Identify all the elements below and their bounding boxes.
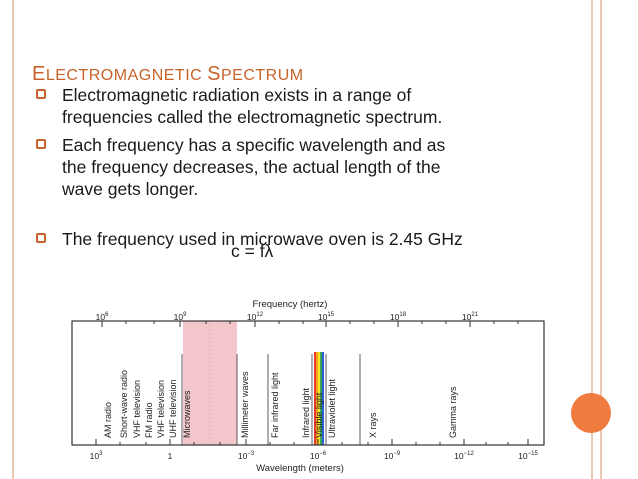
visible-band-orange xyxy=(316,352,318,445)
band-separators xyxy=(181,354,361,445)
wave-tick-3: 10−3 xyxy=(238,451,255,461)
frequency-axis-label: Frequency (hertz) xyxy=(253,299,328,310)
freq-tick-1: 106 xyxy=(96,312,109,322)
wavelength-ticks: 103 1 10−3 10−6 10−9 10−12 10−15 xyxy=(90,451,539,461)
freq-tick-3: 1012 xyxy=(247,312,264,322)
title-first-rest: LECTROMAGNETIC xyxy=(45,67,208,84)
wave-tick-1: 103 xyxy=(90,451,103,461)
slide-title: ELECTROMAGNETIC SPECTRUM xyxy=(32,64,304,84)
right-margin-line-2 xyxy=(600,0,602,479)
band-far-infrared-light: Far infrared light xyxy=(270,372,280,438)
bullet-list: Electromagnetic radiation exists in a ra… xyxy=(36,84,576,250)
band-vhf-television-2: VHF television xyxy=(156,380,166,438)
freq-tick-4: 1015 xyxy=(318,312,335,322)
bullet-3-line-1: The frequency used in microwave oven is … xyxy=(62,229,463,249)
left-margin-line xyxy=(12,0,14,479)
bullet-item-2: Each frequency has a specific wavelength… xyxy=(36,134,576,200)
wave-tick-6: 10−12 xyxy=(454,451,474,461)
title-first-initial: E xyxy=(32,63,46,85)
em-spectrum-diagram: Frequency (hertz) 106 109 1012 1015 1018… xyxy=(71,299,545,474)
band-short-wave-radio: Short-wave radio xyxy=(119,370,129,438)
freq-tick-2: 109 xyxy=(174,312,187,322)
wave-tick-2: 1 xyxy=(168,451,173,461)
wavelength-axis-label: Wavelength (meters) xyxy=(256,463,344,474)
visible-band-green xyxy=(320,352,322,445)
freq-tick-5: 1018 xyxy=(390,312,407,322)
frequency-ticks: 106 109 1012 1015 1018 1021 xyxy=(96,312,479,322)
bullet-item-1: Electromagnetic radiation exists in a ra… xyxy=(36,84,576,128)
bullet-item-3: The frequency used in microwave oven is … xyxy=(36,228,576,250)
band-infrared-light: Infrared light xyxy=(301,387,311,438)
visible-band-red xyxy=(314,352,316,445)
freq-tick-6: 1021 xyxy=(462,312,479,322)
bottom-tick-marks xyxy=(95,439,529,445)
right-margin-line xyxy=(591,0,593,479)
wave-tick-5: 10−9 xyxy=(384,451,401,461)
bullet-2-line-3: wave gets longer. xyxy=(62,179,199,199)
band-microwaves: Microwaves xyxy=(182,390,192,438)
bullet-2-line-2: the frequency decreases, the actual leng… xyxy=(62,157,441,177)
bullet-marker-icon xyxy=(36,89,46,99)
bullet-marker-icon xyxy=(36,233,46,243)
band-labels: AM radio Short-wave radio VHF television… xyxy=(103,370,458,438)
band-millimeter-waves: Millimeter waves xyxy=(240,371,250,438)
band-vhf-television-1: VHF television xyxy=(132,380,142,438)
band-visible-light: Visible light xyxy=(314,392,324,438)
band-fm-radio: FM radio xyxy=(144,402,154,438)
wave-tick-4: 10−6 xyxy=(310,451,327,461)
band-gamma-rays: Gamma rays xyxy=(448,386,458,438)
bullet-1-line-2: frequencies called the electromagnetic s… xyxy=(62,107,443,127)
bullet-2-line-1: Each frequency has a specific wavelength… xyxy=(62,135,446,155)
wave-formula: c = fλ xyxy=(231,241,274,261)
bullet-marker-icon xyxy=(36,139,46,149)
band-am-radio: AM radio xyxy=(103,402,113,438)
visible-band-yellow xyxy=(318,352,320,445)
visible-band-blue xyxy=(322,352,324,445)
title-second-rest: PECTRUM xyxy=(220,67,304,84)
top-tick-marks xyxy=(101,321,519,327)
wave-tick-7: 10−15 xyxy=(518,451,538,461)
bullet-1-line-1: Electromagnetic radiation exists in a ra… xyxy=(62,85,412,105)
spectrum-box xyxy=(71,320,545,446)
band-uhf-television: UHF television xyxy=(168,379,178,438)
band-ultraviolet-light: Ultraviolet light xyxy=(327,378,337,438)
accent-circle xyxy=(571,393,611,433)
band-x-rays: X rays xyxy=(368,412,378,438)
title-second-initial: S xyxy=(207,63,221,85)
